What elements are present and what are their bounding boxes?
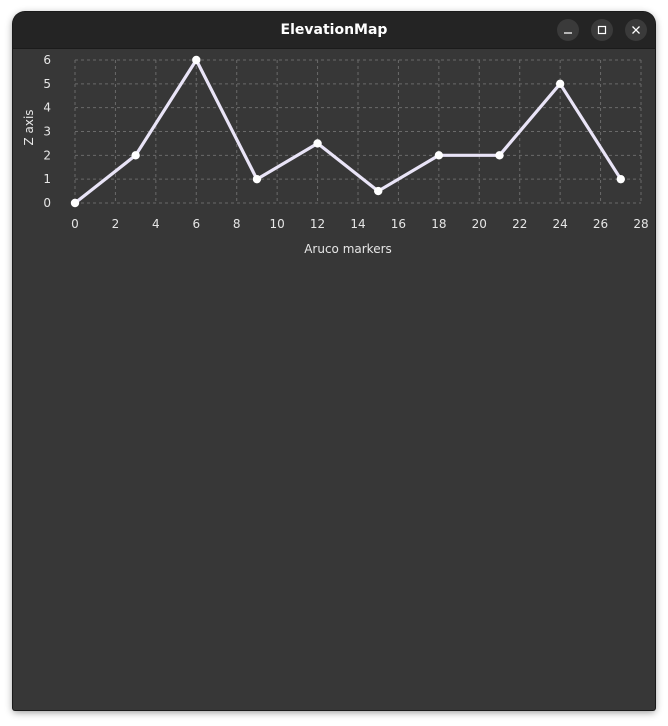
chart-points (70, 55, 625, 208)
x-tick-label: 26 (593, 217, 608, 231)
title-bar[interactable]: ElevationMap (13, 12, 655, 49)
data-point (374, 186, 383, 196)
y-tick-label: 4 (43, 101, 51, 115)
x-tick-label: 16 (391, 217, 406, 231)
minimize-button[interactable] (557, 19, 579, 41)
app-window: ElevationMap 0 2 4 6 8 10 12 14 16 18 20 22 24 26 28 0 1… (13, 12, 655, 710)
data-point (252, 174, 262, 184)
x-tick-label: 10 (270, 217, 285, 231)
y-axis-label: Z axis (22, 109, 36, 145)
close-button[interactable] (625, 19, 647, 41)
close-icon (632, 26, 640, 34)
x-tick-label: 2 (112, 217, 120, 231)
y-tick-label: 0 (43, 196, 51, 210)
maximize-icon (597, 25, 607, 35)
x-tick-label: 24 (553, 217, 568, 231)
chart-grid (74, 59, 642, 204)
y-tick-label: 1 (43, 172, 51, 186)
y-tick-label: 5 (43, 77, 51, 91)
y-tick-label: 3 (43, 125, 51, 139)
chart-area: 0 2 4 6 8 10 12 14 16 18 20 22 24 26 28 0 1 2 3 4 5 6 Aruco m… (13, 49, 655, 710)
x-tick-label: 20 (472, 217, 487, 231)
window-title: ElevationMap (280, 22, 388, 38)
data-point (192, 55, 201, 65)
x-tick-label: 14 (350, 217, 365, 231)
y-tick-label: 2 (43, 148, 51, 162)
data-point (616, 174, 625, 184)
maximize-button[interactable] (591, 19, 613, 41)
x-tick-label: 4 (152, 217, 160, 231)
minimize-icon (564, 32, 572, 34)
series-line (73, 58, 623, 205)
data-point (555, 79, 565, 89)
data-point (434, 151, 444, 160)
x-tick-label: 28 (633, 217, 648, 231)
data-point (131, 151, 140, 160)
data-point (495, 151, 504, 160)
x-tick-label: 18 (431, 217, 446, 231)
data-point (70, 198, 80, 208)
x-tick-label: 12 (310, 217, 325, 231)
y-tick-label: 6 (43, 53, 51, 67)
data-point (313, 139, 322, 148)
x-axis-label: Aruco markers (304, 242, 392, 256)
x-tick-label: 6 (192, 217, 200, 231)
x-tick-label: 0 (71, 217, 79, 231)
x-tick-label: 22 (512, 217, 527, 231)
x-tick-label: 8 (233, 217, 241, 231)
